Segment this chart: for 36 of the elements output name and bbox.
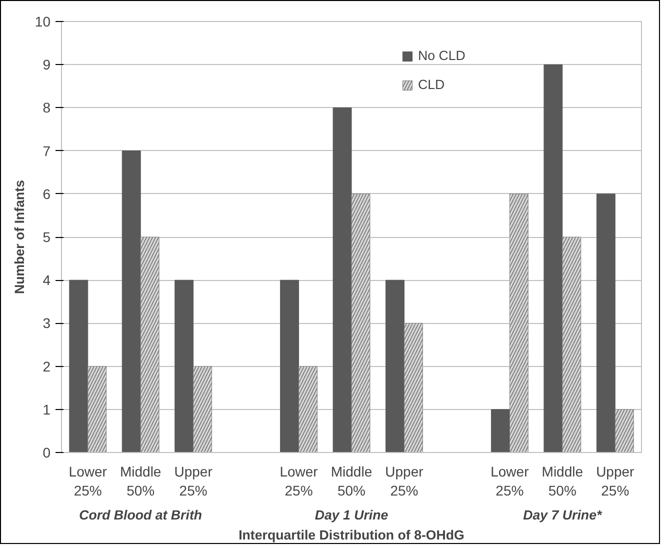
bar xyxy=(69,280,88,452)
y-tick-label: 10 xyxy=(34,14,51,30)
x-tick-label: Lower 25% xyxy=(280,464,318,499)
y-tick-label: 5 xyxy=(42,229,51,245)
text: Cord Blood at Brith xyxy=(79,508,202,522)
y-tick-label: 7 xyxy=(42,142,51,159)
x-tick-label: Lower 25% xyxy=(68,464,108,499)
y-tick-label: 3 xyxy=(42,315,51,332)
bar xyxy=(596,194,616,452)
y-tick-label: 0 xyxy=(42,444,51,460)
bar xyxy=(332,107,352,452)
text: Day 1 Urine xyxy=(314,508,389,522)
x-tick-label: Upper 25% xyxy=(174,464,213,499)
bar xyxy=(280,280,300,452)
y-tick-label: 8 xyxy=(42,100,51,116)
x-tick-label: Middle 50% xyxy=(330,464,372,499)
x-tick-label: Middle 50% xyxy=(120,464,162,499)
y-tick-label: 4 xyxy=(42,272,51,288)
y-tick-label: 6 xyxy=(42,186,51,202)
bar xyxy=(490,409,510,452)
x-tick-label: Upper 25% xyxy=(385,464,424,499)
x-tick-label: Lower 25% xyxy=(490,464,530,499)
x-tick-label: Upper 25% xyxy=(596,464,635,499)
legend-label: CLD xyxy=(418,77,445,92)
y-tick-label: 2 xyxy=(42,358,51,374)
bar xyxy=(544,64,563,452)
y-tick-label: 9 xyxy=(42,56,51,73)
legend-label: No CLD xyxy=(418,48,466,63)
y-axis-title: Number of Infants xyxy=(12,180,27,294)
y-tick-label: 1 xyxy=(42,401,51,418)
x-axis-title: Interquartile Distribution of 8-OHdG xyxy=(238,528,464,542)
bar xyxy=(386,280,404,452)
text: Day 7 Urine* xyxy=(523,508,602,522)
x-tick-label: Middle 50% xyxy=(542,464,584,499)
bar xyxy=(174,280,194,452)
bar xyxy=(122,150,141,452)
